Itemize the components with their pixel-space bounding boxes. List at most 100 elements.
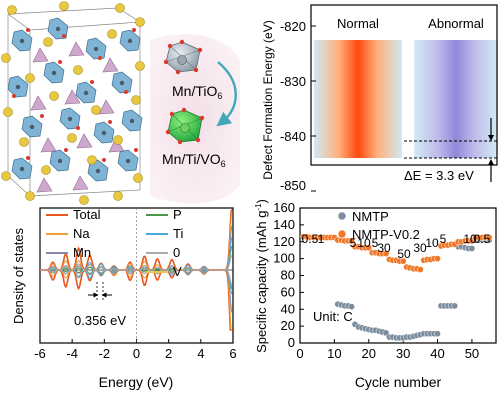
dos-xtick-label: 4 — [197, 346, 204, 361]
rate-xlabel: Cycle number — [355, 374, 442, 390]
metal-atom — [29, 124, 35, 130]
rate-data-point — [348, 237, 355, 245]
unit-cell-edge — [7, 13, 31, 31]
rate-xtick-label: 10 — [327, 346, 341, 361]
energy-axes-frame — [310, 4, 498, 166]
sodium-atom — [1, 53, 11, 63]
rate-data-point — [485, 234, 493, 241]
metal-atom — [67, 116, 73, 122]
tetrahedron — [30, 95, 47, 111]
oxygen-atom — [62, 34, 66, 38]
oxygen-atom — [26, 28, 30, 32]
oxygen-atom — [26, 156, 30, 160]
rate-ytick-label: 40 — [281, 301, 295, 316]
rate-ytick-label: 120 — [273, 234, 295, 249]
rate-label: 10 — [463, 232, 477, 246]
tetrahedron — [72, 175, 89, 191]
rate-label: 0.5 — [302, 232, 319, 246]
rate-label: 30 — [413, 241, 427, 255]
tetrahedron — [98, 99, 115, 115]
oxygen-atom — [12, 94, 16, 98]
oxygen-atom — [64, 148, 68, 152]
rate-data-point — [434, 330, 441, 338]
normal-bar — [314, 40, 402, 158]
rate-ytick-label: 140 — [273, 217, 295, 232]
normal-label: Normal — [337, 16, 379, 31]
rate-points — [300, 233, 493, 342]
rate-panel: Specific capacity (mAh g-1) Cycle number… — [254, 199, 497, 390]
metal-atom — [55, 26, 61, 32]
rate-legend-label: NMTP-V0.2 — [352, 227, 420, 242]
substitution-arrow — [216, 61, 237, 127]
mn-tio6-octahedron — [163, 39, 203, 75]
metal-atom — [101, 130, 107, 136]
sodium-atom — [73, 65, 83, 75]
dos-xtick-label: 2 — [165, 346, 172, 361]
metal-atom — [51, 70, 57, 76]
dos-xlabel: Energy (eV) — [99, 374, 174, 390]
dos-xticks: -6 -4 -2 0 2 4 6 — [34, 339, 237, 361]
mn-ti-vo6-octahedron — [165, 107, 205, 145]
dos-legend-label: Total — [73, 207, 101, 222]
metal-atom — [95, 168, 101, 174]
dos-xtick-label: -6 — [34, 346, 46, 361]
metal-atom — [129, 118, 135, 124]
metal-atom — [127, 38, 133, 44]
metal-atom — [83, 90, 89, 96]
sodium-atom — [113, 191, 123, 201]
rate-ytick-label: 0 — [288, 335, 295, 350]
unit-cell-edge — [7, 175, 31, 197]
energy-ytick: -830 — [280, 74, 306, 89]
oxygen-atom — [98, 56, 102, 60]
rate-ytick-label: 100 — [273, 251, 295, 266]
rate-xtick-label: 50 — [465, 346, 479, 361]
energy-ytick: -820 — [280, 19, 306, 34]
sodium-atom — [87, 155, 97, 165]
abnormal-bar — [414, 40, 498, 158]
rate-label: 10 — [357, 236, 371, 250]
sodium-atom — [67, 133, 77, 143]
dos-ylabel: Density of states — [11, 227, 26, 324]
metal-atom — [15, 84, 21, 90]
dos-legend-label: Ti — [173, 226, 183, 241]
oxygen-atom — [102, 158, 106, 162]
oxygen-atom — [134, 148, 138, 152]
sodium-atom — [107, 29, 117, 39]
sodium-atom — [1, 171, 11, 181]
dos-xtick-label: -2 — [99, 346, 111, 361]
energy-panel: Defect Formation Energy (eV) -820 -830 -… — [261, 4, 498, 193]
unit-label: Unit: C — [313, 309, 353, 324]
rate-data-point — [365, 244, 373, 252]
energy-ylabel: Defect Formation Energy (eV) — [261, 20, 275, 179]
rate-data-point — [417, 266, 424, 273]
sodium-atom — [135, 17, 145, 27]
sodium-atom — [79, 195, 89, 205]
metal-atom — [125, 158, 131, 164]
rate-data-point — [468, 245, 476, 252]
dos-legend-label: P — [173, 207, 182, 222]
energy-ytick: -840 — [280, 129, 306, 144]
metal-atom — [19, 166, 25, 172]
rate-xtick-label: 40 — [430, 346, 444, 361]
tetrahedron — [108, 137, 125, 153]
sodium-atom — [135, 61, 145, 71]
rate-ytick-label: 80 — [281, 268, 295, 283]
dos-xtick-label: -4 — [66, 346, 78, 361]
rate-legend: NMTP NMTP-V0.2 — [337, 209, 420, 242]
sodium-atom — [7, 5, 17, 15]
rate-ytick-label: 60 — [281, 284, 295, 299]
tetrahedron — [32, 47, 49, 63]
dos-legend-label: Na — [73, 226, 90, 241]
oxygen-atom — [124, 90, 128, 94]
metal-atom — [119, 80, 125, 86]
rate-legend-marker — [337, 229, 347, 239]
rate-data-point — [434, 255, 441, 262]
sodium-atom — [59, 1, 69, 11]
rate-label: 0.5 — [474, 232, 491, 246]
rate-data-point — [382, 250, 390, 257]
rate-label: 1 — [318, 232, 325, 246]
delta-e-label: ΔE = 3.3 eV — [404, 168, 474, 183]
dos-xtick-label: 0 — [133, 346, 140, 361]
